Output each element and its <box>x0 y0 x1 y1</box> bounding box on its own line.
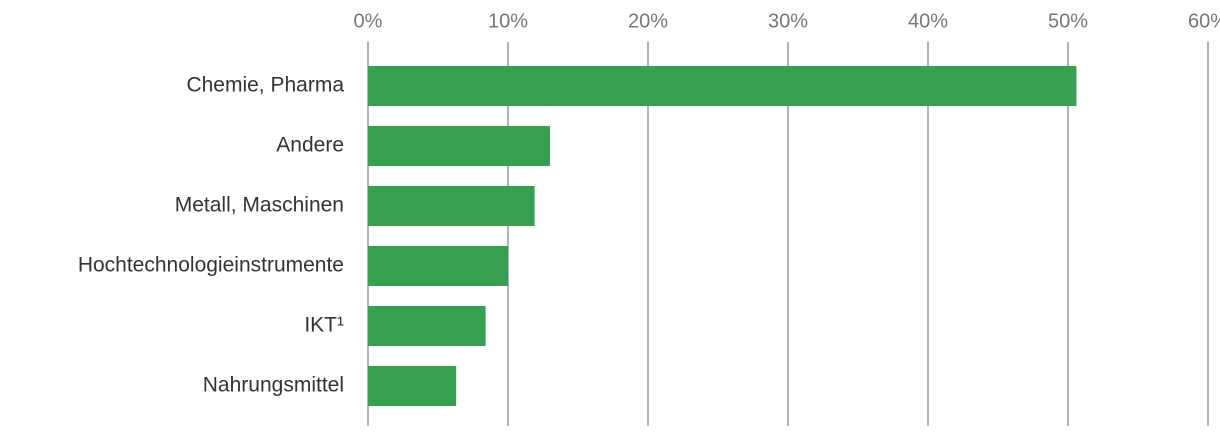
bar <box>368 186 535 226</box>
x-tick-label: 10% <box>488 10 528 32</box>
x-tick-label: 50% <box>1048 10 1088 32</box>
y-tick-label: Andere <box>276 134 344 157</box>
y-tick-label: Metall, Maschinen <box>175 194 344 217</box>
y-tick-label: Hochtechnologieinstrumente <box>78 254 344 277</box>
x-tick-label: 30% <box>768 10 808 32</box>
y-tick-label: Nahrungsmittel <box>203 374 344 397</box>
y-tick-label: IKT¹ <box>304 314 344 337</box>
bar <box>368 66 1077 106</box>
bar <box>368 126 550 166</box>
bar <box>368 306 486 346</box>
bar <box>368 366 457 406</box>
x-tick-label: 60% <box>1188 10 1220 32</box>
x-tick-label: 40% <box>908 10 948 32</box>
y-tick-label: Chemie, Pharma <box>186 74 344 97</box>
x-tick-label: 0% <box>354 10 383 32</box>
x-tick-label: 20% <box>628 10 668 32</box>
bar <box>368 246 508 286</box>
